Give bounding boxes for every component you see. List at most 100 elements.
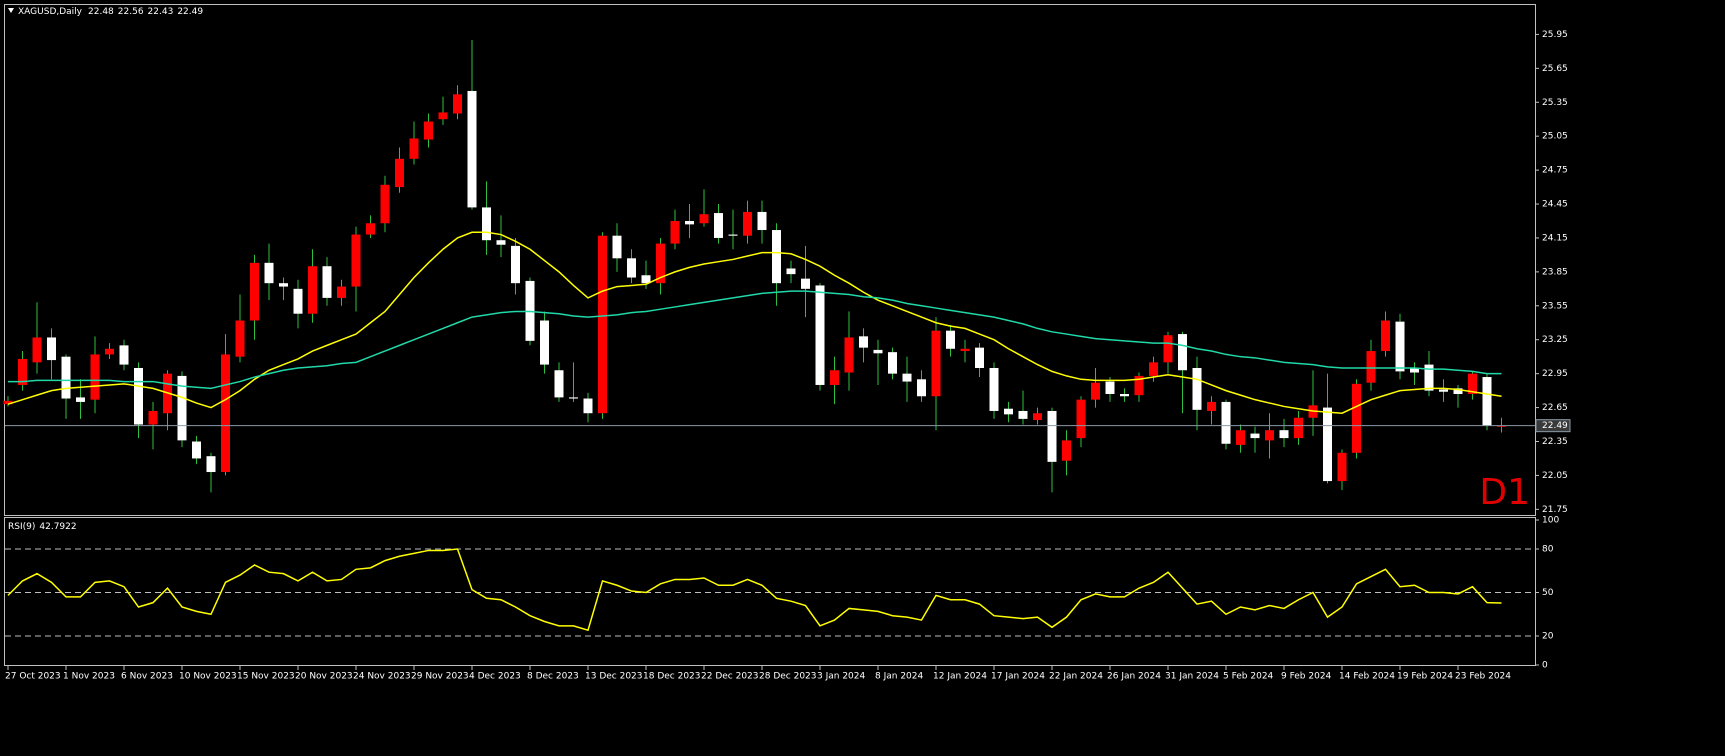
candle-body <box>119 345 129 365</box>
x-tick-label: 6 Nov 2023 <box>121 672 173 682</box>
candle-body <box>1163 335 1173 363</box>
candle-body <box>946 330 955 349</box>
candle-body <box>859 336 868 348</box>
x-tick-label: 22 Dec 2023 <box>701 672 759 682</box>
rsi-panel-frame <box>4 517 1536 666</box>
current-price-box <box>1535 419 1571 433</box>
x-tick-label: 24 Nov 2023 <box>353 672 411 682</box>
x-tick-label: 1 Nov 2023 <box>63 672 115 682</box>
candle-body <box>1279 430 1289 439</box>
y-tick-label: 22.95 <box>1542 369 1568 379</box>
x-tick-label: 22 Jan 2024 <box>1049 672 1103 682</box>
candle-body <box>1033 413 1042 421</box>
last-close: 22.49 <box>177 7 203 17</box>
y-tick-label: 25.05 <box>1542 132 1568 142</box>
candle-body <box>786 268 796 275</box>
candle-body <box>801 278 810 289</box>
candle-body <box>264 262 274 284</box>
x-tick-label: 17 Jan 2024 <box>991 672 1045 682</box>
candle-body <box>888 352 897 374</box>
candle-body <box>279 283 288 287</box>
x-tick-label: 26 Jan 2024 <box>1107 672 1161 682</box>
last-low: 22.43 <box>148 7 174 17</box>
candle-body <box>453 94 462 114</box>
y-tick-label: 22.05 <box>1542 471 1568 481</box>
candle-body <box>467 90 477 208</box>
candle-body <box>1381 320 1390 352</box>
candle-body <box>192 441 201 459</box>
candle-body <box>1120 394 1129 397</box>
candle-body <box>583 398 593 414</box>
timeframe-label: D1 <box>1479 472 1530 513</box>
candle-body <box>1482 377 1492 426</box>
x-tick-label: 3 Jan 2024 <box>817 672 865 682</box>
candle-body <box>598 235 607 414</box>
x-tick-label: 28 Dec 2023 <box>759 672 817 682</box>
moving-average <box>7 231 1502 414</box>
y-tick-label: 100 <box>1542 516 1559 526</box>
candle-body <box>844 337 854 373</box>
y-tick-label: 24.75 <box>1542 166 1568 176</box>
candle-body <box>105 348 114 355</box>
candle-body <box>134 367 143 425</box>
candle-body <box>1062 440 1071 461</box>
x-tick-label: 18 Dec 2023 <box>643 672 701 682</box>
candle-body <box>1439 389 1448 392</box>
y-tick-label: 24.45 <box>1542 200 1568 210</box>
candle-body <box>815 285 825 385</box>
x-tick-label: 19 Feb 2024 <box>1397 672 1453 682</box>
candle-body <box>1366 351 1376 383</box>
candle-body <box>1004 408 1013 415</box>
candle-body <box>351 234 361 287</box>
y-tick-label: 23.25 <box>1542 335 1568 345</box>
candle-body <box>235 320 245 357</box>
candle-body <box>1018 410 1028 419</box>
candle-body <box>1265 430 1274 441</box>
candle-body <box>873 349 883 354</box>
candle-body <box>177 375 187 441</box>
x-tick-label: 20 Nov 2023 <box>295 672 353 682</box>
candle-body <box>308 266 317 314</box>
candle-body <box>366 223 375 235</box>
candle-body <box>989 367 999 411</box>
y-tick-label: 50 <box>1542 588 1554 598</box>
x-tick-label: 9 Feb 2024 <box>1281 672 1332 682</box>
candle-body <box>221 354 230 473</box>
last-high: 22.56 <box>118 7 144 17</box>
candle-body <box>917 379 926 397</box>
candle-body <box>1149 362 1158 376</box>
candle-body <box>1250 433 1260 439</box>
rsi-header: RSI(9) 42.7922 <box>8 522 77 532</box>
x-tick-label: 15 Nov 2023 <box>237 672 295 682</box>
candle-body <box>293 288 303 314</box>
y-tick-label: 25.95 <box>1542 30 1568 40</box>
candle-body <box>931 330 941 397</box>
x-tick-label: 31 Jan 2024 <box>1165 672 1219 682</box>
candle-body <box>1076 399 1086 439</box>
candle-body <box>1134 375 1144 396</box>
x-tick-label: 10 Nov 2023 <box>179 672 237 682</box>
candle-body <box>1207 401 1216 411</box>
y-tick-label: 22.65 <box>1542 403 1568 413</box>
x-tick-label: 29 Nov 2023 <box>411 672 469 682</box>
y-tick-label: 23.55 <box>1542 301 1568 311</box>
candle-body <box>714 213 723 238</box>
x-tick-label: 27 Oct 2023 <box>5 672 61 682</box>
chart-header: XAGUSD,Daily 22.48 22.56 22.43 22.49 <box>18 7 203 17</box>
candle-body <box>612 235 622 259</box>
candle-body <box>380 184 390 224</box>
y-tick-label: 23.85 <box>1542 267 1568 277</box>
candle-body <box>409 138 419 159</box>
candle-body <box>3 400 13 405</box>
candle-body <box>1236 430 1245 445</box>
candle-body <box>641 275 651 284</box>
candle-body <box>496 240 506 245</box>
candle-body <box>32 337 42 363</box>
y-tick-label: 20 <box>1542 632 1554 642</box>
candle-body <box>569 397 578 399</box>
candle-body <box>90 354 100 400</box>
candle-body <box>148 410 158 425</box>
price-panel-frame <box>4 4 1536 516</box>
